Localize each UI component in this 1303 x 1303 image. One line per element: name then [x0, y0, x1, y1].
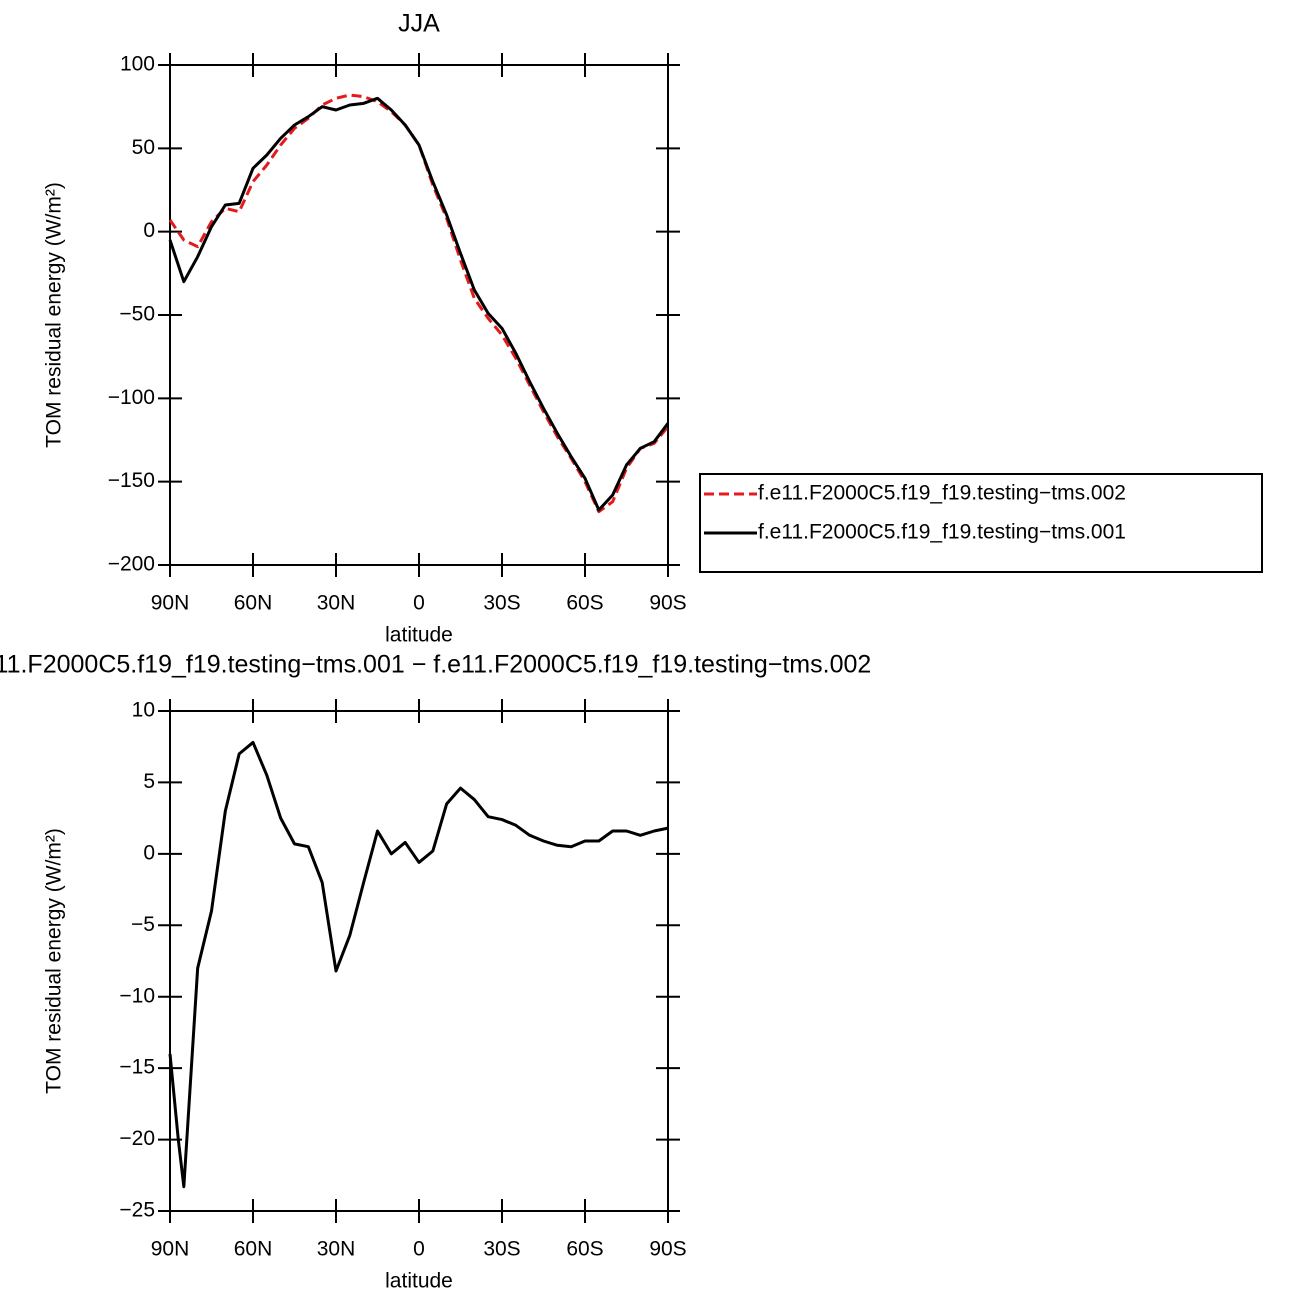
y-tick-label: −100	[108, 386, 155, 409]
x-tick-label: 60N	[234, 592, 273, 615]
data-line	[168, 740, 669, 1189]
x-tick-label: 30N	[317, 592, 356, 615]
x-tick-label: 90S	[649, 1238, 686, 1261]
y-tick-label: −200	[108, 553, 155, 576]
y-axis-label: TOM residual energy (W/m²)	[43, 828, 66, 1094]
x-tick-label: 90N	[151, 1238, 190, 1261]
x-tick-label: 60S	[566, 592, 603, 615]
y-tick-label: 0	[143, 841, 155, 864]
y-tick-label: −150	[108, 469, 155, 492]
chart-title: JJA	[398, 10, 440, 38]
legend: f.e11.F2000C5.f19_f19.testing−tms.002 f.e…	[699, 473, 1263, 573]
x-axis-label: latitude	[385, 1270, 453, 1293]
x-tick-label: 0	[413, 1238, 425, 1261]
x-tick-label: 60S	[566, 1238, 603, 1261]
plot-frame	[169, 64, 669, 566]
x-axis-label: latitude	[385, 624, 453, 647]
y-tick-label: −15	[119, 1056, 155, 1079]
y-tick-label: 5	[143, 770, 155, 793]
y-tick-label: 100	[120, 53, 155, 76]
x-tick-label: 30S	[483, 1238, 520, 1261]
y-tick-label: −20	[119, 1127, 155, 1150]
plot-frame	[169, 710, 669, 1212]
x-tick-label: 90N	[151, 592, 190, 615]
legend-label: f.e11.F2000C5.f19_f19.testing−tms.001	[758, 521, 1126, 544]
x-tick-label: 60N	[234, 1238, 273, 1261]
data-line	[168, 96, 670, 512]
data-line	[168, 93, 670, 514]
x-tick-label: 30N	[317, 1238, 356, 1261]
x-tick-label: 90S	[649, 592, 686, 615]
y-tick-label: −10	[119, 984, 155, 1007]
y-tick-label: −25	[119, 1199, 155, 1222]
y-tick-label: −50	[119, 303, 155, 326]
y-tick-label: 10	[132, 699, 155, 722]
legend-box	[699, 473, 1263, 573]
legend-label: f.e11.F2000C5.f19_f19.testing−tms.002	[758, 482, 1126, 505]
x-tick-label: 0	[413, 592, 425, 615]
chart-title: f.e11.F2000C5.f19_f19.testing−tms.001 − …	[0, 651, 871, 679]
y-tick-label: −5	[131, 913, 155, 936]
x-tick-label: 30S	[483, 592, 520, 615]
y-tick-label: 50	[132, 136, 155, 159]
y-axis-label: TOM residual energy (W/m²)	[43, 182, 66, 448]
y-tick-label: 0	[143, 219, 155, 242]
